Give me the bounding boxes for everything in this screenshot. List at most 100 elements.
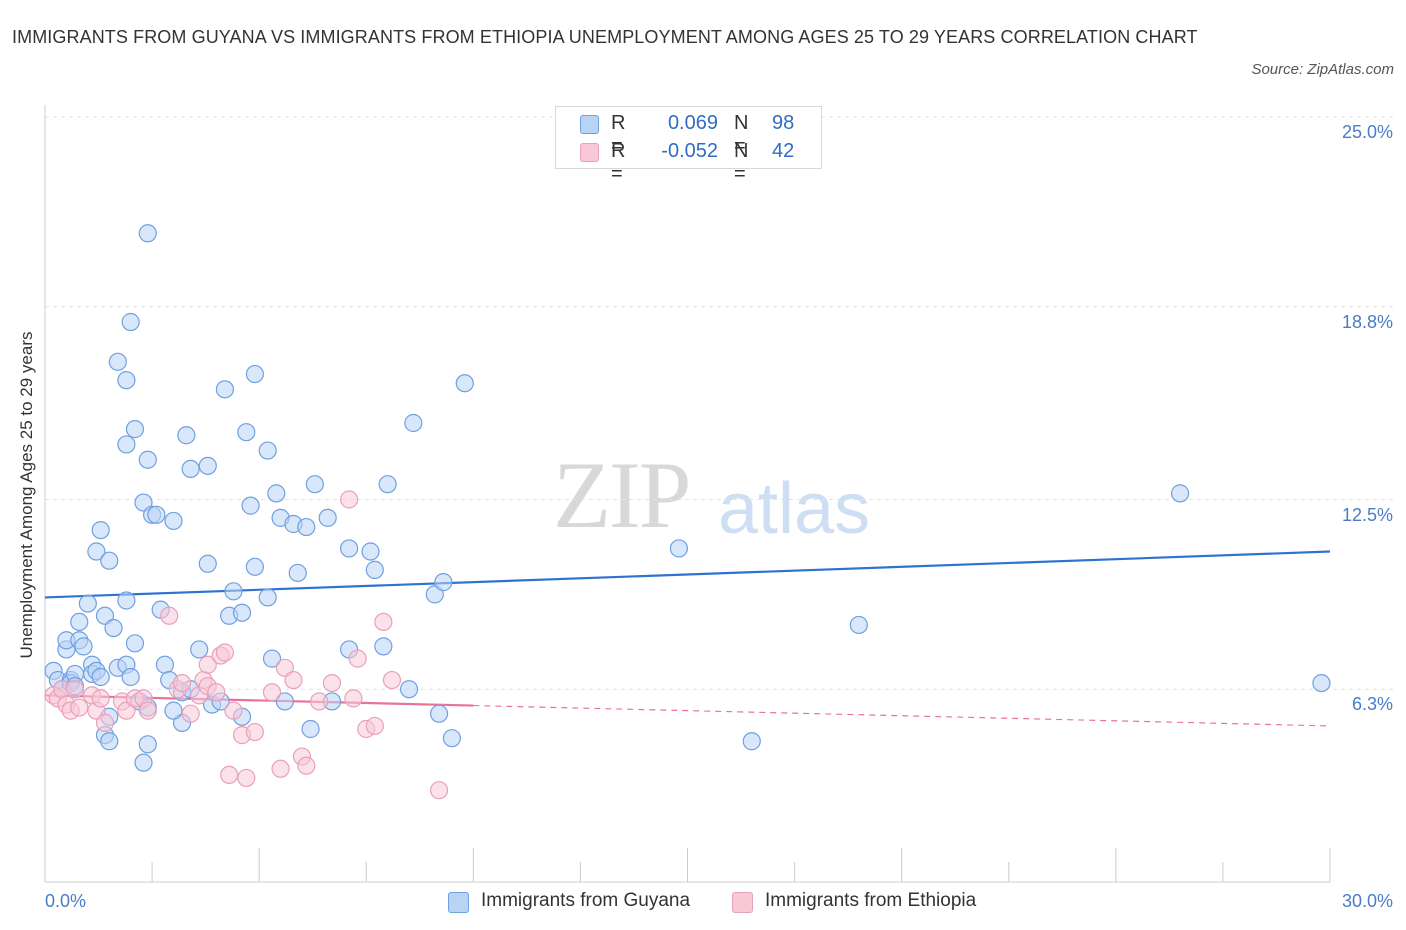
point-guyana — [297, 517, 316, 537]
point-guyana — [104, 618, 123, 638]
point-guyana — [100, 551, 119, 570]
point-guyana — [138, 735, 157, 754]
point-ethiopia — [374, 612, 393, 632]
legend-swatch-ethiopia — [732, 892, 753, 913]
ethiopia-swatch — [580, 143, 599, 162]
point-guyana — [275, 692, 294, 711]
point-guyana — [267, 484, 286, 503]
point-guyana — [262, 649, 282, 668]
point-ethiopia — [284, 670, 303, 690]
point-guyana — [190, 640, 209, 659]
point-ethiopia — [382, 670, 402, 690]
r-value: 0.069 — [667, 112, 718, 134]
point-guyana — [742, 732, 761, 751]
point-ethiopia — [207, 683, 226, 702]
x-tick-max: 30.0% — [1341, 891, 1393, 911]
point-ethiopia — [160, 606, 179, 625]
point-ethiopia — [65, 680, 85, 699]
point-ethiopia — [172, 673, 192, 693]
legend-label-guyana: Immigrants from Guyana — [481, 890, 691, 911]
point-ethiopia — [91, 689, 110, 708]
point-guyana — [849, 615, 868, 635]
point-guyana — [1170, 484, 1190, 503]
y-tick-label: 18.8% — [1341, 311, 1393, 332]
point-guyana — [442, 729, 462, 748]
point-guyana — [138, 224, 157, 243]
y-tick-label: 25.0% — [1341, 122, 1393, 142]
point-guyana — [138, 450, 157, 469]
point-ethiopia — [348, 649, 367, 668]
point-guyana — [134, 753, 153, 772]
point-ethiopia — [237, 768, 256, 788]
stats-box: R = 0.069 N = 98 R = -0.052 N = 42 — [555, 106, 822, 185]
r-label: R = — [611, 112, 626, 157]
data-points — [44, 224, 1331, 800]
point-guyana — [245, 364, 264, 384]
point-guyana — [164, 511, 183, 531]
y-tick-label: 12.5% — [1341, 504, 1393, 525]
point-ethiopia — [224, 701, 243, 720]
point-guyana — [318, 508, 337, 527]
point-ethiopia — [198, 655, 217, 674]
axes — [44, 105, 1331, 883]
source-label: Source: ZipAtlas.com — [1251, 61, 1394, 78]
watermark-atlas: atlas — [718, 469, 871, 549]
legend: Immigrants from Guyana Immigrants from E… — [0, 888, 1406, 918]
point-guyana — [70, 612, 89, 632]
point-guyana — [164, 701, 183, 720]
point-guyana — [91, 520, 110, 540]
point-ethiopia — [271, 759, 290, 778]
watermark-zip: ZIP — [553, 442, 691, 548]
grid-lines — [45, 116, 1395, 690]
n-label: N = — [734, 140, 749, 185]
point-guyana — [340, 539, 359, 558]
point-guyana — [429, 704, 449, 723]
n-label: N = — [734, 112, 749, 157]
point-guyana — [288, 563, 307, 583]
point-guyana — [241, 496, 260, 515]
guyana-swatch — [580, 115, 599, 134]
point-guyana — [374, 637, 393, 656]
point-ethiopia — [340, 490, 359, 509]
point-guyana — [301, 719, 320, 739]
point-guyana — [91, 667, 110, 687]
point-guyana — [155, 655, 175, 674]
point-ethiopia — [220, 765, 239, 785]
trend-line-ethiopia-extension — [473, 704, 1331, 727]
point-guyana — [177, 426, 196, 445]
point-guyana — [100, 732, 119, 751]
x-tick-min: 0.0% — [45, 891, 87, 911]
point-guyana — [198, 554, 217, 573]
point-guyana — [117, 435, 136, 454]
legend-label-ethiopia: Immigrants from Ethiopia — [765, 890, 977, 911]
point-guyana — [181, 459, 200, 478]
point-guyana — [258, 588, 277, 607]
point-guyana — [669, 539, 689, 558]
point-ethiopia — [70, 698, 89, 717]
point-guyana — [378, 475, 397, 494]
point-guyana — [399, 680, 419, 699]
point-guyana — [125, 634, 145, 653]
point-ethiopia — [138, 701, 157, 720]
point-guyana — [198, 456, 217, 475]
point-ethiopia — [245, 722, 264, 742]
point-ethiopia — [429, 781, 449, 800]
y-axis-label: Unemployment Among Ages 25 to 29 years — [17, 331, 36, 659]
r-label: R = — [611, 140, 626, 185]
point-guyana — [237, 423, 256, 442]
n-value: 42 — [772, 140, 795, 162]
y-tick-label: 6.3% — [1351, 694, 1393, 715]
point-guyana — [125, 420, 145, 439]
point-guyana — [215, 380, 234, 399]
point-guyana — [117, 371, 136, 390]
point-guyana — [224, 582, 243, 601]
point-guyana — [258, 441, 277, 460]
point-guyana — [404, 413, 423, 433]
r-value: -0.052 — [661, 140, 718, 162]
point-guyana — [245, 557, 264, 576]
point-guyana — [434, 573, 453, 592]
point-guyana — [78, 594, 97, 613]
trend-line-guyana — [44, 550, 1331, 599]
point-ethiopia — [95, 713, 115, 732]
point-guyana — [361, 542, 380, 561]
